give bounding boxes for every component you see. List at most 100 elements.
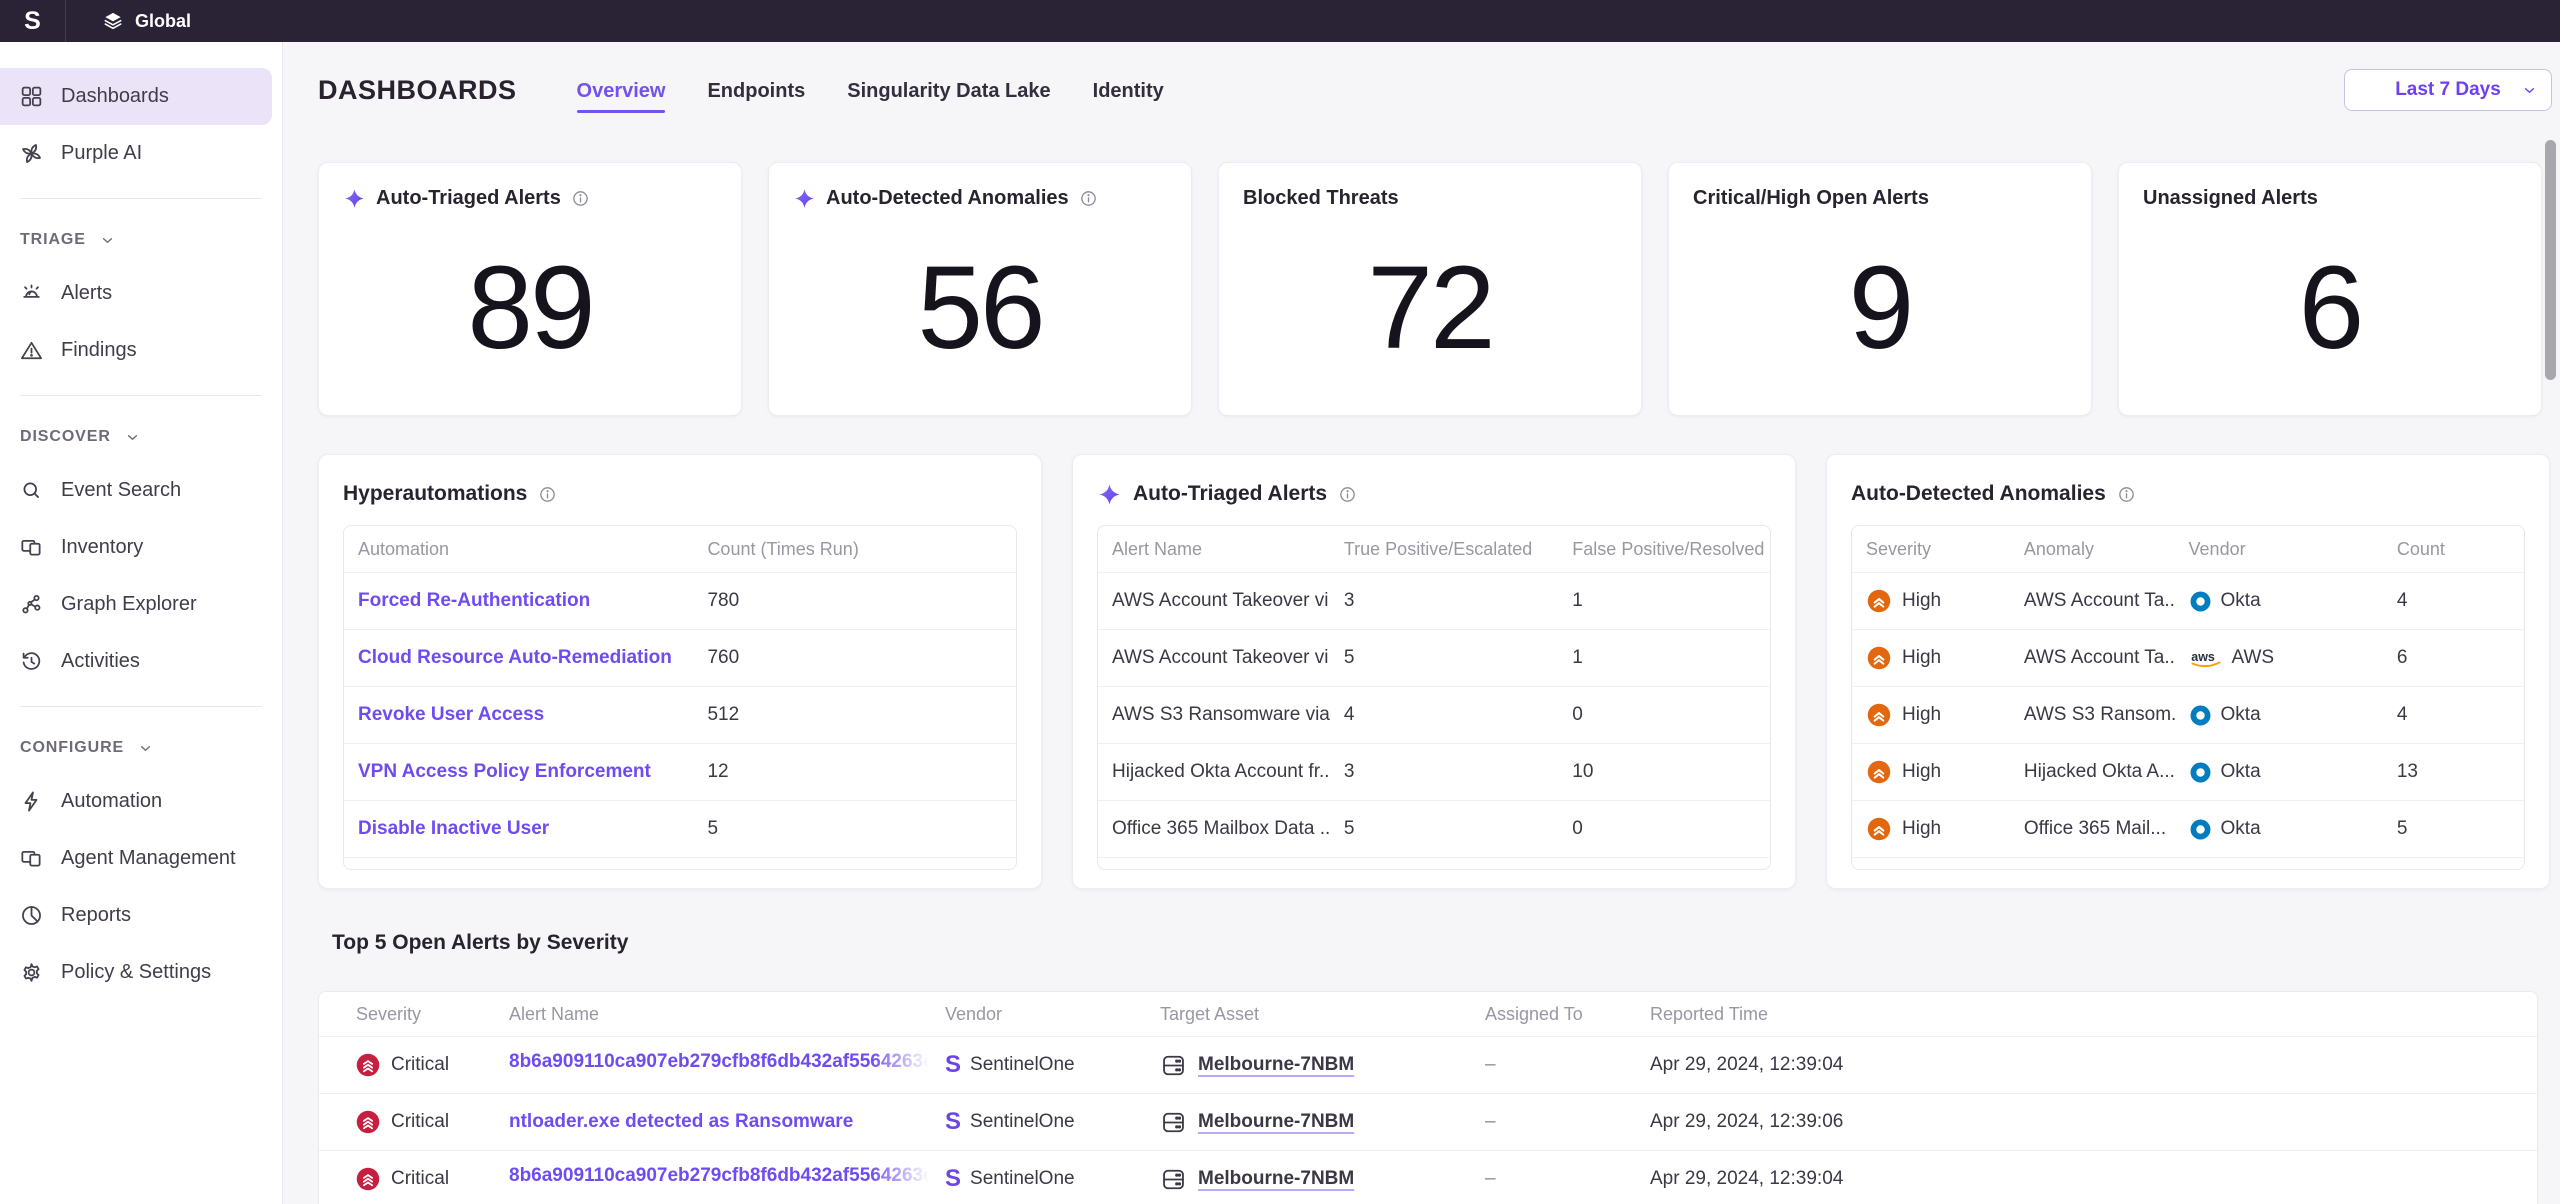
true-positive-count: 3 xyxy=(1343,590,1355,611)
sentinelone-vendor-icon: S xyxy=(945,1165,962,1192)
sentinelone-logo-mark: S xyxy=(24,6,41,35)
card-critical-high-open-alerts: Critical/High Open Alerts 9 xyxy=(1668,162,2092,416)
sidebar-section-configure[interactable]: CONFIGURE xyxy=(0,723,282,773)
table-header-row: Alert Name True Positive/Escalated False… xyxy=(1098,526,1770,572)
tab-singularity-data-lake[interactable]: Singularity Data Lake xyxy=(847,79,1051,102)
severity-critical-icon xyxy=(355,1109,381,1135)
anomaly-name: Office 365 Mail... xyxy=(2023,818,2167,839)
anomaly-count: 6 xyxy=(2396,647,2408,668)
info-icon[interactable] xyxy=(1079,189,1098,208)
card-value: 6 xyxy=(2298,242,2365,374)
run-count: 512 xyxy=(707,704,740,725)
sentinelone-logo[interactable]: S xyxy=(0,0,66,42)
target-asset-link[interactable]: Melbourne-7NBM xyxy=(1198,1054,1355,1075)
tab-endpoints[interactable]: Endpoints xyxy=(707,79,806,102)
column-header: True Positive/Escalated xyxy=(1343,538,1533,559)
column-header: Automation xyxy=(358,538,450,559)
sidebar-section-discover[interactable]: DISCOVER xyxy=(0,412,282,462)
column-header: Alert Name xyxy=(509,1003,600,1024)
sentinelone-vendor-icon: S xyxy=(945,1051,962,1078)
page-header: DASHBOARDS Overview Endpoints Singularit… xyxy=(318,42,2560,138)
false-positive-count: 1 xyxy=(1572,590,1583,611)
column-header: Vendor xyxy=(945,1003,1003,1024)
info-icon[interactable] xyxy=(2117,485,2136,504)
panel-title: Auto-Triaged Alerts xyxy=(1133,482,1328,505)
history-clock-icon xyxy=(19,649,44,674)
okta-icon xyxy=(2189,761,2212,784)
sidebar-item-policy-settings[interactable]: Policy & Settings xyxy=(0,944,272,1001)
alert-name-link[interactable]: 8b6a909110ca907eb279cfb8f6db432af5564263… xyxy=(509,1051,929,1072)
column-header: Assigned To xyxy=(1485,1003,1583,1024)
column-header: Vendor xyxy=(2188,538,2246,559)
table-header-row: Severity Alert Name Vendor Target Asset … xyxy=(319,992,2537,1036)
main-content: DASHBOARDS Overview Endpoints Singularit… xyxy=(283,42,2560,1204)
table-row: Critical 8b6a909110ca907eb279cfb8f6db432… xyxy=(319,1036,2537,1093)
anomaly-count: 5 xyxy=(2396,818,2408,839)
sidebar-item-reports[interactable]: Reports xyxy=(0,887,272,944)
date-range-select[interactable]: Last 7 Days xyxy=(2344,69,2552,111)
table-row-partial xyxy=(1852,857,2524,869)
sidebar-item-alerts[interactable]: Alerts xyxy=(0,265,272,322)
sidebar-item-graph-explorer[interactable]: Graph Explorer xyxy=(0,576,272,633)
automation-link[interactable]: Forced Re-Authentication xyxy=(358,590,591,611)
sidebar-item-activities[interactable]: Activities xyxy=(0,633,272,690)
automation-link[interactable]: VPN Access Policy Enforcement xyxy=(358,761,651,782)
sidebar-item-dashboards[interactable]: Dashboards xyxy=(0,68,272,125)
sidebar-item-purple-ai[interactable]: Purple AI xyxy=(0,125,272,182)
info-icon[interactable] xyxy=(571,189,590,208)
alert-name-link[interactable]: ntloader.exe detected as Ransomware xyxy=(509,1111,854,1132)
true-positive-count: 3 xyxy=(1343,761,1355,782)
card-value: 56 xyxy=(917,242,1045,374)
pie-chart-icon xyxy=(19,903,44,928)
alert-name: Hijacked Okta Account fr... xyxy=(1112,761,1330,782)
column-header: Severity xyxy=(1866,538,1932,559)
automation-link[interactable]: Cloud Resource Auto-Remediation xyxy=(358,647,672,668)
severity-label: Critical xyxy=(391,1054,450,1075)
sidebar-section-triage[interactable]: TRIAGE xyxy=(0,215,282,265)
chevron-down-icon xyxy=(124,429,141,446)
column-header: Severity xyxy=(356,1003,422,1024)
automation-link[interactable]: Revoke User Access xyxy=(358,704,545,725)
anomalies-table: Severity Anomaly Vendor Count High AWS A… xyxy=(1851,525,2525,870)
automation-link[interactable]: Disable Inactive User xyxy=(358,818,550,839)
severity-high-icon xyxy=(1866,816,1892,842)
sidebar-item-label: Event Search xyxy=(61,479,182,501)
vendor-label: SentinelOne xyxy=(970,1054,1075,1075)
info-icon[interactable] xyxy=(538,485,557,504)
table-row: Critical ntloader.exe detected as Ransom… xyxy=(319,1093,2537,1150)
scope-selector[interactable]: Global xyxy=(102,10,191,32)
chevron-down-icon xyxy=(137,740,154,757)
info-icon[interactable] xyxy=(1338,485,1357,504)
ai-sparkle-icon xyxy=(343,187,366,210)
warning-triangle-icon xyxy=(19,338,44,363)
target-asset-link[interactable]: Melbourne-7NBM xyxy=(1198,1111,1355,1132)
vertical-scrollbar-thumb[interactable] xyxy=(2545,140,2556,380)
sidebar-item-label: Findings xyxy=(61,339,137,361)
search-icon xyxy=(19,478,44,503)
severity-high-icon xyxy=(1866,588,1892,614)
sentinelone-vendor-icon: S xyxy=(945,1108,962,1135)
target-asset-link[interactable]: Melbourne-7NBM xyxy=(1198,1168,1355,1189)
tab-overview[interactable]: Overview xyxy=(576,72,665,113)
sidebar-item-label: Agent Management xyxy=(61,847,236,869)
page-title: DASHBOARDS xyxy=(318,74,517,105)
sidebar-item-inventory[interactable]: Inventory xyxy=(0,519,272,576)
sidebar-item-label: Automation xyxy=(61,790,163,812)
table-row: VPN Access Policy Enforcement 12 xyxy=(344,743,1016,800)
sidebar-item-event-search[interactable]: Event Search xyxy=(0,462,272,519)
sidebar-item-findings[interactable]: Findings xyxy=(0,322,272,379)
sidebar-item-automation[interactable]: Automation xyxy=(0,773,272,830)
table-row: Forced Re-Authentication 780 xyxy=(344,572,1016,629)
severity-high-icon xyxy=(1866,702,1892,728)
alert-name-link[interactable]: 8b6a909110ca907eb279cfb8f6db432af5564263… xyxy=(509,1165,929,1186)
table-row: High AWS Account Ta... Okta 4 xyxy=(1852,572,2524,629)
tab-identity[interactable]: Identity xyxy=(1092,79,1164,102)
table-row: Office 365 Mailbox Data ... 5 0 xyxy=(1098,800,1770,857)
table-row: AWS Account Takeover vi... 5 1 xyxy=(1098,629,1770,686)
sidebar-item-agent-management[interactable]: Agent Management xyxy=(0,830,272,887)
severity-critical-icon xyxy=(355,1052,381,1078)
anomaly-count: 13 xyxy=(2396,761,2418,782)
column-header: Alert Name xyxy=(1112,538,1203,559)
column-header: Target Asset xyxy=(1160,1003,1260,1024)
top-open-alerts-section: Top 5 Open Alerts by Severity Severity A… xyxy=(318,931,2560,1204)
